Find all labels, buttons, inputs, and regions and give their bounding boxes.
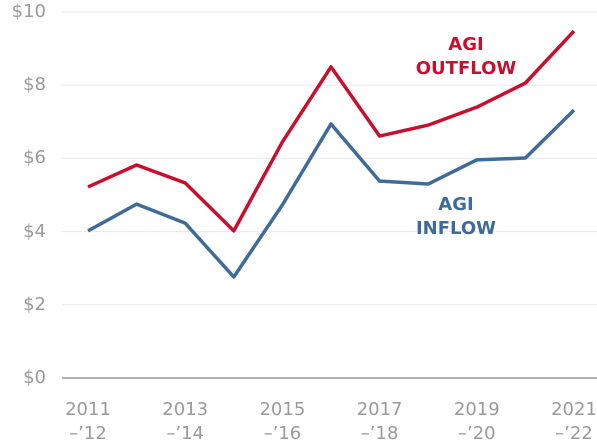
- y-tick-label: $8: [23, 74, 46, 96]
- x-tick-label: 2019 –’20: [453, 399, 500, 444]
- y-tick-label: $0: [23, 367, 46, 388]
- series-label: AGI OUTFLOW: [415, 34, 517, 79]
- y-tick-label: $6: [23, 147, 46, 169]
- y-tick-label: $4: [23, 220, 46, 242]
- series-label: AGI INFLOW: [415, 194, 497, 239]
- y-tick-label: $2: [23, 293, 46, 315]
- x-tick-label: 2013 –’14: [162, 399, 209, 444]
- x-tick-label: 2017 –’18: [356, 399, 403, 444]
- x-tick-label: 2021 –’22: [551, 399, 597, 444]
- series-line: [87, 29, 576, 233]
- x-tick-label: 2011 –’12: [65, 399, 111, 444]
- y-tick-label: $10: [11, 1, 46, 22]
- x-tick-label: 2015 –’16: [259, 399, 306, 444]
- series-line: [87, 108, 576, 279]
